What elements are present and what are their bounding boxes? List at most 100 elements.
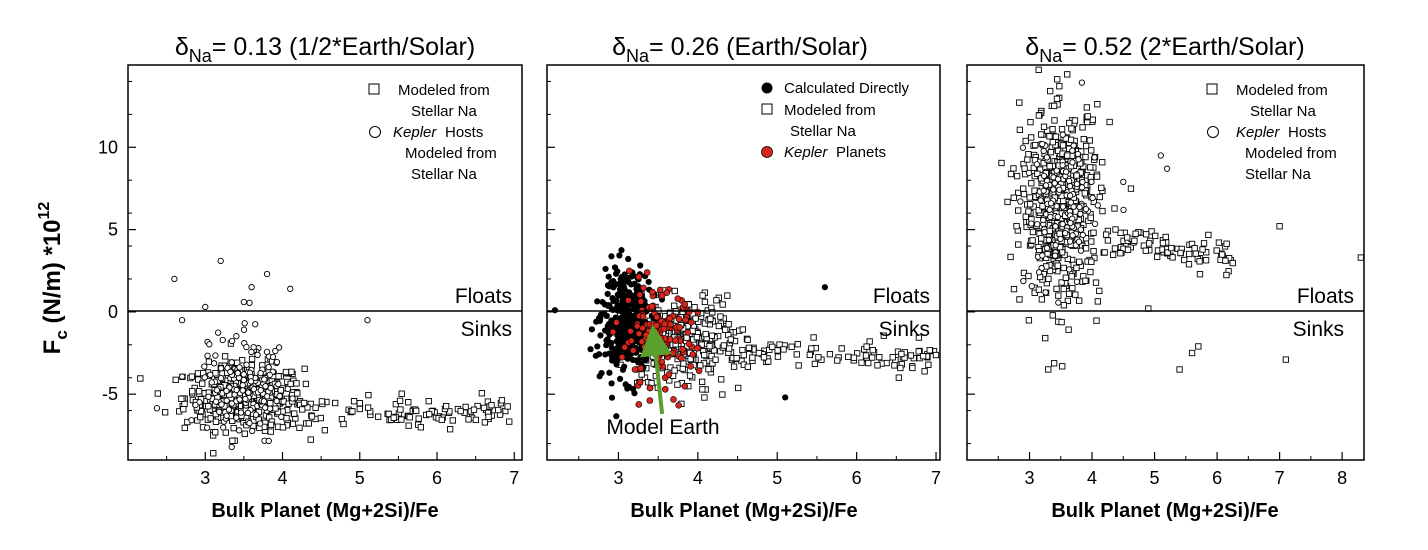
data-point-circle (233, 414, 240, 421)
y-axis-label: Fc (N/m) *1012 (36, 202, 71, 355)
data-point-square (730, 363, 738, 370)
data-point-circle (1077, 226, 1084, 233)
data-point-circle (1120, 178, 1127, 186)
data-point-circle (219, 336, 226, 344)
data-point-circle (1073, 278, 1081, 285)
data-point-square (1177, 249, 1184, 257)
data-point-square (1022, 137, 1029, 145)
data-point-circle (242, 395, 249, 403)
data-point-square (1027, 118, 1034, 126)
data-point-square (417, 424, 424, 431)
data-point-square (686, 372, 694, 379)
data-point-red (661, 343, 669, 351)
data-point-square (1013, 172, 1021, 180)
data-point-circle (1163, 165, 1171, 172)
data-point-square (1042, 334, 1049, 342)
data-point-square (1029, 237, 1036, 244)
data-point-square (449, 417, 456, 424)
data-point-square (1276, 223, 1283, 230)
data-point-square (1067, 136, 1075, 143)
panel-1-points (137, 257, 513, 457)
data-point-square (1076, 258, 1083, 265)
data-point-square (915, 348, 922, 355)
data-point-square (229, 437, 236, 444)
data-point-circle (1091, 154, 1098, 161)
data-point-square (1068, 125, 1075, 132)
data-point-square (713, 297, 720, 304)
data-point-square (189, 388, 196, 395)
legend-label: Hosts (1288, 124, 1326, 141)
data-point-square (1094, 101, 1101, 108)
data-point-circle (228, 337, 236, 345)
data-point-square (1080, 135, 1087, 143)
data-point-square (1046, 163, 1053, 170)
data-point-circle (1020, 277, 1027, 285)
data-point-square (719, 391, 726, 398)
data-point-black (608, 253, 615, 260)
data-point-square (506, 418, 513, 425)
y-tick-label: 5 (108, 220, 118, 240)
data-point-square (1099, 159, 1106, 166)
data-point-square (794, 341, 801, 348)
data-point-square (1218, 251, 1226, 258)
data-point-circle (1070, 142, 1077, 149)
data-point-square (267, 400, 274, 407)
data-point-square (474, 402, 481, 410)
data-point-square (909, 364, 916, 372)
data-point-circle (1052, 223, 1059, 230)
data-point-square (1028, 134, 1035, 141)
data-point-square (301, 365, 308, 372)
data-point-red (636, 291, 644, 299)
data-point-square (1088, 147, 1095, 154)
data-point-square (1196, 258, 1203, 265)
data-point-square (701, 351, 708, 359)
data-point-circle (188, 417, 195, 424)
data-point-square (207, 415, 214, 422)
data-point-square (674, 381, 681, 388)
data-point-red (642, 331, 650, 339)
legend-filled-circle-black-marker (761, 82, 773, 94)
data-point-square (889, 354, 896, 361)
data-point-circle (262, 383, 269, 390)
data-point-square (1081, 190, 1088, 197)
data-point-square (1029, 228, 1037, 236)
data-point-square (1054, 76, 1061, 83)
data-point-square (1051, 117, 1058, 124)
data-point-square (735, 384, 742, 392)
data-point-square (1016, 126, 1024, 134)
data-point-square (446, 426, 454, 433)
data-point-circle (252, 321, 259, 328)
data-point-red (625, 267, 633, 275)
data-point-circle (1088, 178, 1095, 185)
data-point-red (646, 397, 654, 404)
data-point-square (1094, 298, 1101, 305)
data-point-red (657, 334, 664, 342)
data-point-square (1181, 256, 1188, 264)
data-point-square (1053, 285, 1060, 293)
data-point-circle (225, 406, 233, 413)
data-point-square (1060, 264, 1067, 272)
data-point-black (600, 310, 608, 317)
data-point-circle (248, 348, 255, 356)
data-point-square (1079, 124, 1086, 131)
data-point-square (638, 371, 645, 378)
data-point-square (1004, 198, 1011, 206)
data-point-circle (262, 404, 269, 411)
data-point-square (712, 356, 719, 363)
data-point-square (692, 315, 699, 322)
data-point-square (194, 370, 202, 377)
panel-3-sinks-label: Sinks (1293, 318, 1344, 341)
data-point-square (390, 414, 397, 421)
data-point-black (637, 360, 645, 367)
data-point-square (707, 315, 714, 323)
data-point-black (612, 281, 619, 288)
x-tick-label: 7 (509, 468, 519, 488)
data-point-square (1132, 230, 1139, 237)
data-point-black (625, 317, 632, 324)
data-point-black (620, 328, 628, 335)
data-point-black (633, 286, 640, 293)
panel-1-legend: Modeled from Stellar Na Kepler Hosts Mod… (368, 82, 497, 183)
data-point-square (744, 363, 751, 370)
data-point-circle (269, 353, 277, 361)
data-point-square (724, 292, 731, 299)
